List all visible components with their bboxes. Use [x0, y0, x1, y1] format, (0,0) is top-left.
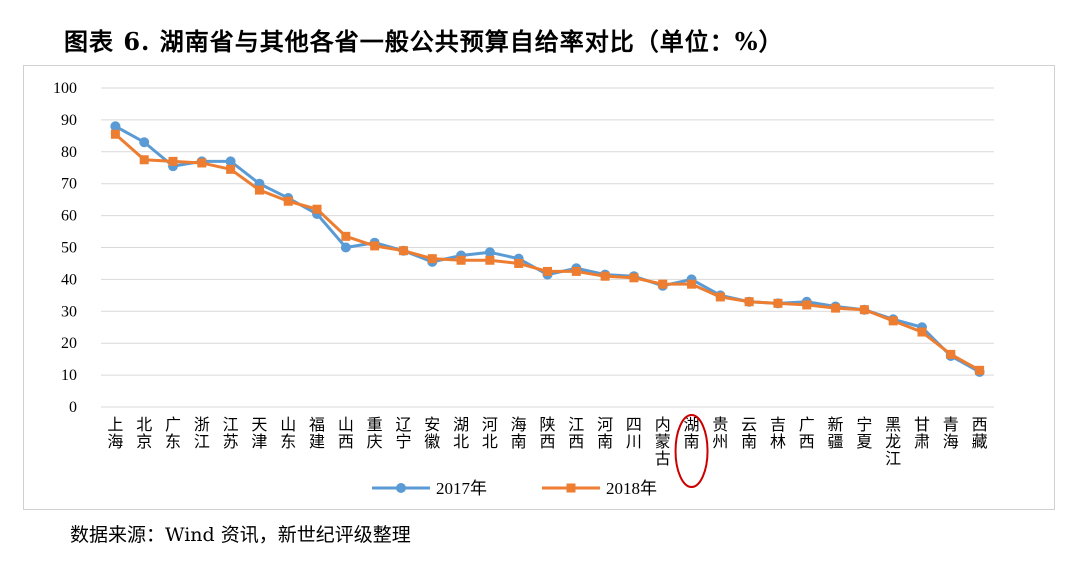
data-point [341, 231, 351, 241]
data-point [600, 271, 610, 281]
data-point [658, 279, 668, 289]
data-point [484, 247, 495, 258]
y-tick-label: 30 [61, 303, 77, 320]
figure-title: 图表 6. 湖南省与其他各省一般公共预算自给率对比（单位：%） [64, 27, 784, 56]
data-point [110, 121, 121, 132]
data-point [139, 137, 150, 148]
data-point [139, 155, 149, 165]
data-point [831, 303, 841, 313]
data-point [859, 305, 869, 315]
x-tick-label: 北京 [136, 415, 152, 451]
x-tick-label: 青海 [943, 415, 959, 451]
y-tick-label: 20 [61, 335, 77, 352]
data-point [802, 300, 812, 310]
y-tick-label: 80 [61, 144, 77, 161]
y-tick-label: 50 [61, 240, 77, 257]
legend-marker [396, 483, 406, 493]
y-tick-label: 90 [61, 112, 77, 129]
x-tick-label: 河南 [597, 415, 613, 451]
data-point [888, 316, 898, 326]
data-source-note: 数据来源：Wind 资讯，新世纪评级整理 [70, 524, 411, 546]
x-tick-label: 贵州 [712, 415, 728, 451]
y-tick-label: 10 [61, 367, 77, 384]
data-point [110, 129, 120, 139]
series-line-1 [114, 133, 981, 372]
data-point [485, 255, 495, 265]
x-tick-label: 天津 [251, 415, 267, 451]
highlight-ellipse [674, 414, 709, 488]
data-point [744, 297, 754, 307]
data-point [975, 365, 985, 375]
y-tick-label: 60 [61, 208, 77, 225]
x-tick-label: 广东 [165, 415, 181, 451]
y-tick-label: 40 [61, 271, 77, 288]
y-tick-label: 100 [53, 80, 77, 97]
x-tick-label: 广西 [799, 415, 815, 451]
data-point [543, 266, 552, 276]
data-point [398, 246, 408, 256]
line-chart: 0 10 20 30 40 50 60 70 80 90 100 上海北京广东浙江江苏天津山东福建山西… [53, 80, 994, 498]
x-tick-label: 江苏 [223, 415, 239, 451]
x-tick-label: 黑龙江 [885, 415, 901, 468]
legend-label: 2017年 [436, 479, 487, 498]
data-point [370, 241, 380, 251]
x-tick-label: 山东 [280, 415, 296, 451]
x-tick-label: 辽宁 [395, 415, 411, 451]
data-point [629, 273, 639, 283]
data-point [514, 258, 524, 268]
legend-label: 2018年 [606, 479, 657, 498]
data-point [254, 185, 264, 195]
data-point [427, 254, 437, 264]
y-tick-label: 0 [69, 399, 77, 416]
data-point [715, 292, 725, 302]
x-tick-label: 陕西 [539, 415, 555, 451]
data-point [225, 156, 236, 167]
data-point [197, 158, 207, 168]
x-tick-label: 山西 [338, 415, 354, 451]
data-point [917, 327, 927, 337]
x-tick-label: 浙江 [194, 415, 210, 451]
x-tick-label: 江西 [568, 415, 584, 451]
x-tick-label: 宁夏 [856, 415, 872, 451]
x-tick-label: 西藏 [972, 415, 988, 451]
legend-marker [566, 483, 576, 493]
x-tick-label: 重庆 [367, 415, 383, 451]
data-point [226, 164, 236, 174]
x-tick-label: 新疆 [828, 415, 844, 451]
data-point [312, 204, 322, 214]
x-tick-label: 吉林 [770, 415, 786, 451]
x-tick-label: 湖南 [684, 415, 700, 451]
data-point [773, 298, 783, 308]
x-tick-label: 云南 [741, 415, 757, 451]
y-tick-label: 70 [61, 176, 77, 193]
x-tick-label: 内蒙古 [655, 415, 671, 468]
data-point [168, 156, 178, 166]
data-point [283, 196, 293, 206]
data-point [340, 242, 351, 253]
data-point [456, 255, 466, 265]
x-tick-label: 福建 [309, 415, 325, 451]
x-tick-label: 海南 [511, 415, 527, 451]
x-tick-label: 安徽 [424, 415, 440, 451]
data-point [946, 349, 956, 359]
x-tick-label: 四川 [626, 415, 642, 451]
x-tick-label: 河北 [482, 415, 498, 451]
x-tick-label: 上海 [107, 415, 123, 451]
data-point [687, 279, 697, 289]
x-tick-label: 湖北 [453, 415, 469, 451]
series-line-0 [114, 124, 981, 374]
chart-frame: 0 10 20 30 40 50 60 70 80 90 100 上海 北京 广东 浙江 江苏 天津 山东 福建 山西… [23, 65, 1055, 510]
data-point [571, 266, 581, 276]
x-tick-label: 甘肃 [914, 415, 930, 451]
